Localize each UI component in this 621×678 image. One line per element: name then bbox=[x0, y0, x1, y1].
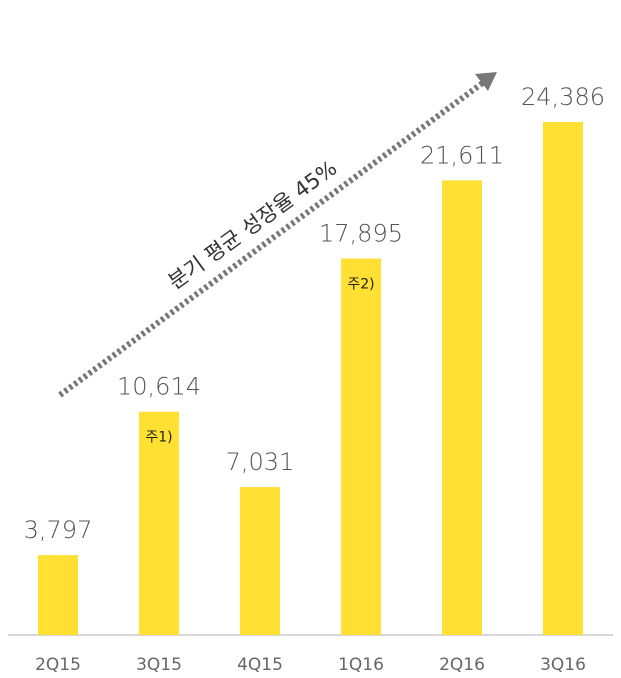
x-tick-label-1Q16: 1Q16 bbox=[338, 655, 384, 675]
bar-2Q15 bbox=[38, 555, 78, 635]
x-tick-label-2Q15: 2Q15 bbox=[35, 655, 81, 675]
x-tick-label-3Q15: 3Q15 bbox=[136, 655, 182, 675]
value-label-3Q16: 24,386 bbox=[521, 83, 605, 111]
x-tick-label-2Q16: 2Q16 bbox=[439, 655, 485, 675]
trend-arrow-line bbox=[58, 79, 486, 398]
bar-3Q15 bbox=[139, 411, 179, 635]
x-tick-label-4Q15: 4Q15 bbox=[237, 655, 283, 675]
growth-rate-label: 분기 평균 성장율 45% bbox=[164, 156, 341, 294]
bar-1Q16 bbox=[341, 258, 381, 635]
value-label-2Q16: 21,611 bbox=[420, 141, 504, 169]
footnote-marker-1Q16: 주2) bbox=[347, 277, 374, 293]
value-label-2Q15: 3,797 bbox=[24, 516, 93, 544]
bar-2Q16 bbox=[442, 180, 482, 635]
x-tick-label-3Q16: 3Q16 bbox=[540, 655, 586, 675]
value-label-3Q15: 10,614 bbox=[117, 373, 201, 401]
bar-4Q15 bbox=[240, 487, 280, 635]
value-label-1Q16: 17,895 bbox=[319, 220, 403, 248]
footnote-marker-3Q15: 주1) bbox=[145, 430, 172, 446]
bar-3Q16 bbox=[543, 122, 583, 635]
value-label-4Q15: 7,031 bbox=[226, 448, 295, 476]
trend-annotation: 분기 평균 성장율 45% bbox=[58, 72, 497, 398]
trend-arrowhead-icon bbox=[475, 72, 497, 91]
